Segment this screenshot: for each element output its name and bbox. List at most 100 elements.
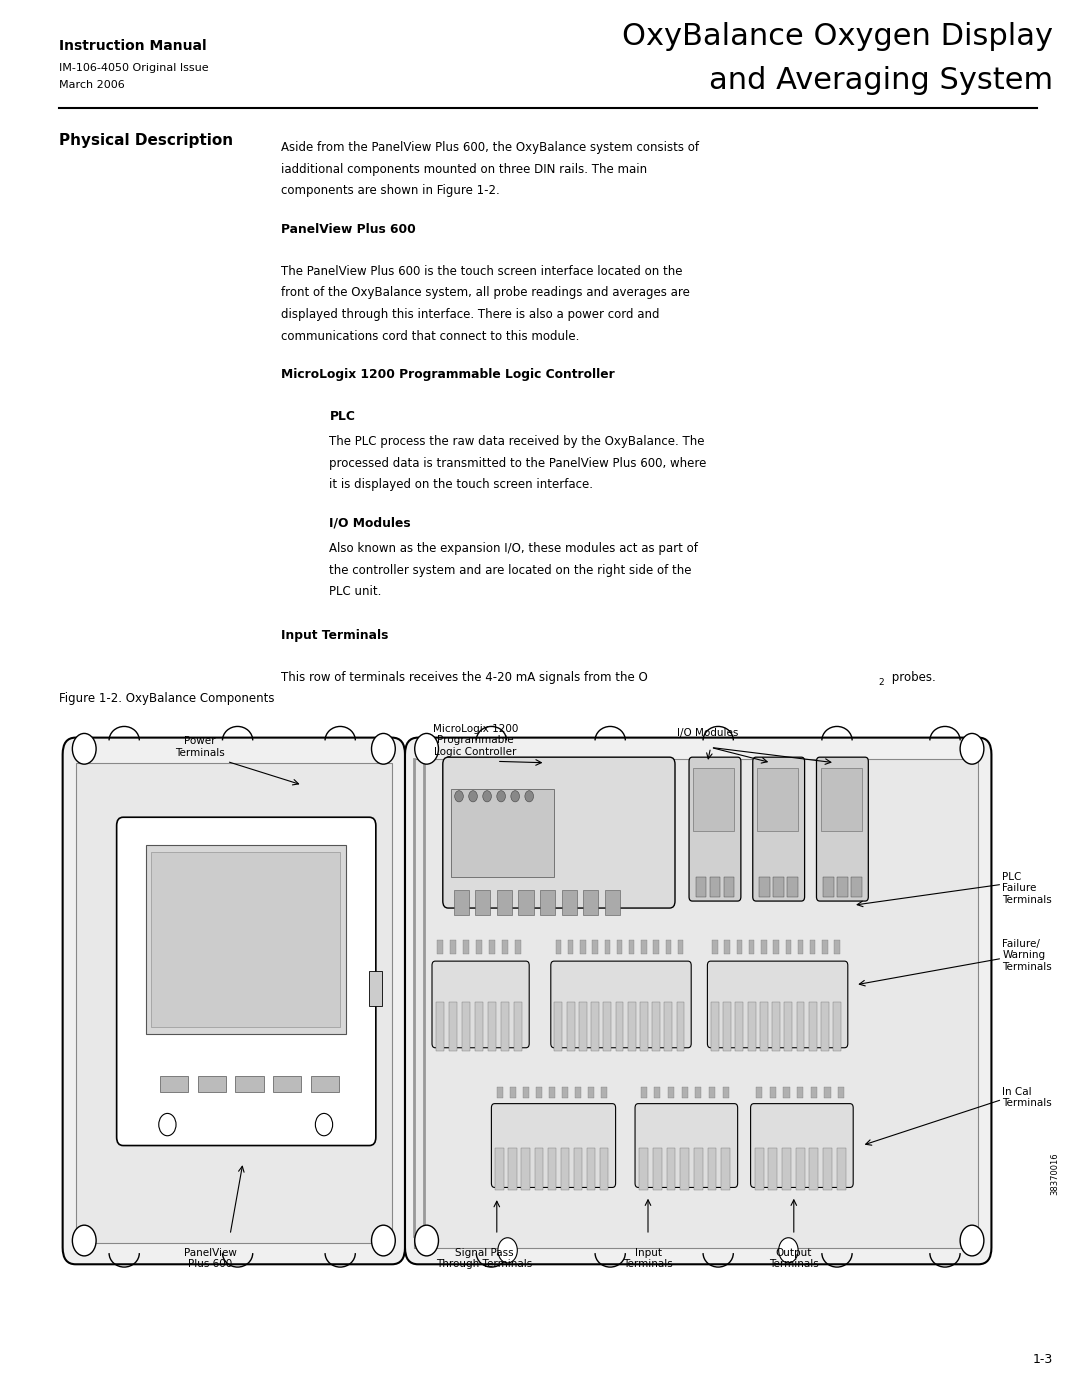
Text: Aside from the PanelView Plus 600, the OxyBalance system consists of: Aside from the PanelView Plus 600, the O…	[281, 141, 699, 154]
Bar	[707, 1148, 716, 1190]
Bar	[554, 1002, 563, 1051]
Bar	[666, 1148, 675, 1190]
Bar	[450, 940, 456, 954]
Bar	[721, 1148, 730, 1190]
Bar	[562, 1087, 568, 1098]
Bar	[737, 940, 742, 954]
FancyBboxPatch shape	[117, 817, 376, 1146]
Bar	[768, 1148, 778, 1190]
Text: Output
Terminals: Output Terminals	[769, 1248, 819, 1268]
Bar	[823, 877, 834, 897]
Bar	[454, 890, 469, 915]
Text: 38370016: 38370016	[1051, 1153, 1059, 1194]
Bar	[235, 1076, 264, 1092]
Bar	[665, 940, 671, 954]
Bar	[748, 940, 755, 954]
Bar	[475, 1002, 483, 1051]
Bar	[535, 1148, 543, 1190]
Circle shape	[72, 733, 96, 764]
FancyBboxPatch shape	[491, 1104, 616, 1187]
Circle shape	[455, 791, 463, 802]
Bar	[783, 1087, 789, 1098]
Bar	[497, 1087, 502, 1098]
Circle shape	[415, 733, 438, 764]
Bar	[437, 940, 443, 954]
Text: it is displayed on the touch screen interface.: it is displayed on the touch screen inte…	[329, 479, 593, 492]
Bar	[755, 1148, 764, 1190]
Bar	[770, 1087, 775, 1098]
FancyBboxPatch shape	[432, 961, 529, 1048]
Bar	[713, 940, 718, 954]
Bar	[787, 877, 798, 897]
Text: Power
Terminals: Power Terminals	[175, 736, 225, 757]
Circle shape	[960, 1225, 984, 1256]
Bar	[652, 1002, 660, 1051]
Bar	[514, 1002, 522, 1051]
Bar	[810, 940, 815, 954]
Text: 2: 2	[878, 679, 883, 687]
Circle shape	[159, 1113, 176, 1136]
Bar	[475, 890, 490, 915]
Bar	[568, 940, 573, 954]
Bar	[311, 1076, 339, 1092]
Bar	[837, 1148, 846, 1190]
Circle shape	[779, 1238, 798, 1263]
Bar	[640, 1087, 647, 1098]
Bar	[696, 877, 706, 897]
Bar	[488, 1002, 496, 1051]
Bar	[757, 768, 798, 831]
FancyBboxPatch shape	[551, 961, 691, 1048]
Text: processed data is transmitted to the PanelView Plus 600, where: processed data is transmitted to the Pan…	[329, 457, 706, 469]
Bar	[653, 940, 659, 954]
Text: iadditional components mounted on three DIN rails. The main: iadditional components mounted on three …	[281, 163, 647, 176]
Bar	[696, 1087, 701, 1098]
Bar	[198, 1076, 226, 1092]
Bar	[599, 1148, 608, 1190]
Bar	[821, 1002, 828, 1051]
Bar	[693, 768, 734, 831]
Text: MicroLogix 1200 Programmable Logic Controller: MicroLogix 1200 Programmable Logic Contr…	[281, 369, 615, 381]
Bar	[761, 940, 767, 954]
Text: The PLC process the raw data received by the OxyBalance. The: The PLC process the raw data received by…	[329, 436, 705, 448]
Text: Input
Terminals: Input Terminals	[623, 1248, 673, 1268]
Bar	[579, 1002, 586, 1051]
Text: IM-106-4050 Original Issue: IM-106-4050 Original Issue	[59, 63, 210, 73]
Bar	[561, 1148, 569, 1190]
Bar	[463, 940, 469, 954]
Bar	[548, 1148, 556, 1190]
Bar	[773, 877, 784, 897]
Circle shape	[315, 1113, 333, 1136]
Bar	[797, 1002, 805, 1051]
Text: PanelView
Plus 600: PanelView Plus 600	[185, 1248, 237, 1268]
Bar	[784, 1002, 793, 1051]
Bar	[851, 877, 862, 897]
Bar	[605, 940, 610, 954]
Bar	[833, 1002, 841, 1051]
Bar	[592, 940, 598, 954]
Text: PanelView Plus 600: PanelView Plus 600	[281, 224, 416, 236]
Bar	[667, 1087, 674, 1098]
Text: This row of terminals receives the 4-20 mA signals from the O: This row of terminals receives the 4-20 …	[281, 672, 648, 685]
Bar	[724, 1002, 731, 1051]
Bar	[693, 1148, 703, 1190]
Circle shape	[483, 791, 491, 802]
Bar	[451, 789, 554, 877]
Bar	[782, 1148, 791, 1190]
Text: I/O Modules: I/O Modules	[329, 517, 411, 529]
Bar	[462, 1002, 470, 1051]
Bar	[589, 1087, 594, 1098]
Bar	[540, 890, 555, 915]
Bar	[797, 1087, 804, 1098]
Bar	[549, 1087, 555, 1098]
Bar	[681, 1087, 688, 1098]
FancyBboxPatch shape	[635, 1104, 738, 1187]
FancyBboxPatch shape	[689, 757, 741, 901]
Bar	[536, 1087, 542, 1098]
Text: Input Terminals: Input Terminals	[281, 630, 388, 643]
Bar	[151, 852, 340, 1027]
Bar	[711, 1002, 719, 1051]
Circle shape	[372, 1225, 395, 1256]
Circle shape	[372, 733, 395, 764]
Bar	[414, 759, 978, 1248]
Bar	[518, 890, 534, 915]
